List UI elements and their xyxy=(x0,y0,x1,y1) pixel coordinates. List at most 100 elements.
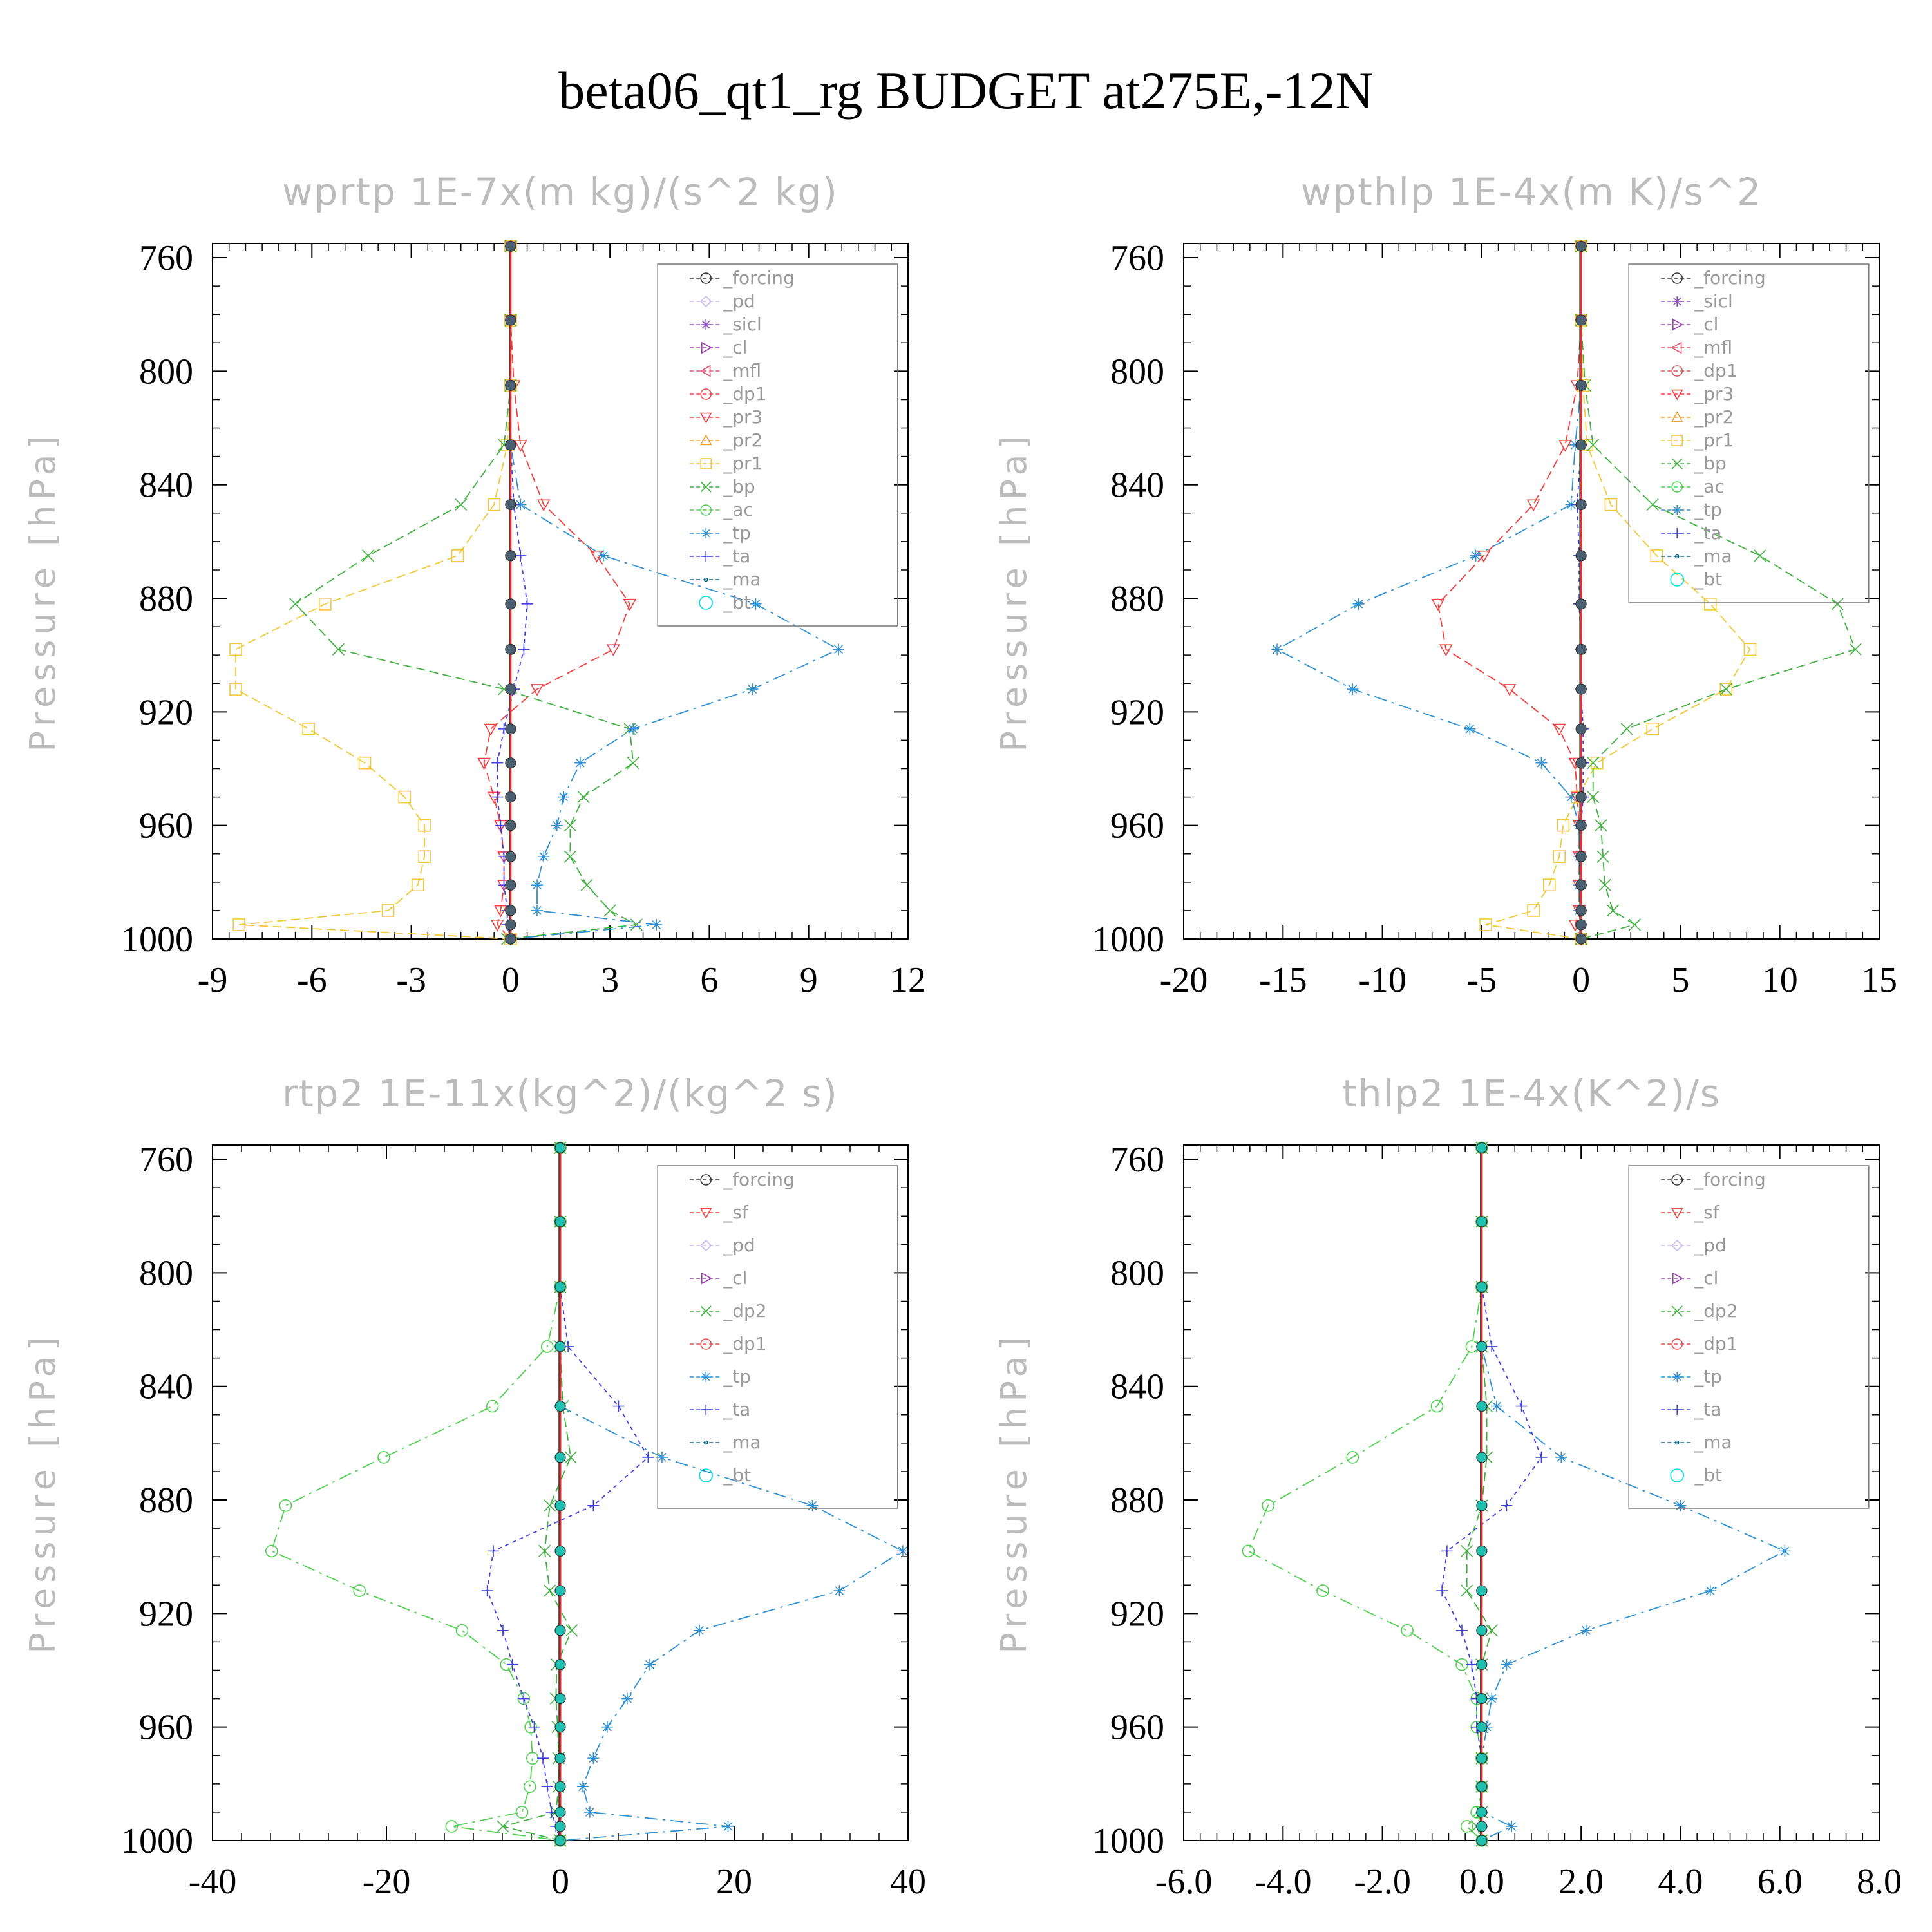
point_pr1 xyxy=(418,850,431,863)
legend-marker xyxy=(1672,528,1683,538)
x-tick-label: 9 xyxy=(800,960,818,1000)
series-line_dp2 xyxy=(1466,1148,1493,1841)
legend-label: _tp xyxy=(1694,499,1722,520)
point_dp1 xyxy=(455,1624,469,1637)
legend-label: _cl xyxy=(723,1267,747,1289)
legend-marker xyxy=(1672,318,1683,331)
zero-series-marker xyxy=(1476,1400,1488,1412)
legend-marker xyxy=(701,1405,712,1415)
point_bp xyxy=(577,791,590,804)
legend-marker xyxy=(703,1440,708,1445)
point_dp1 xyxy=(265,1544,278,1558)
legend-box xyxy=(1628,1165,1870,1509)
point_dp1 xyxy=(1316,1584,1329,1597)
zero-series-marker xyxy=(505,851,516,862)
point_tp xyxy=(531,904,543,916)
zero-series-marker xyxy=(505,498,516,511)
legend-label: _dp1 xyxy=(1694,360,1738,381)
series-line_dp1 xyxy=(1247,1148,1482,1841)
legend-marker xyxy=(699,1208,712,1219)
point_pr1 xyxy=(1542,878,1556,892)
point_pr3 xyxy=(490,919,504,932)
point_pr1 xyxy=(1557,819,1570,832)
y-tick-label: 800 xyxy=(1110,1253,1164,1293)
y-tick-label: 800 xyxy=(139,352,193,392)
point_tp xyxy=(1565,498,1577,511)
legend-marker xyxy=(1671,411,1683,422)
point_bp xyxy=(1849,643,1862,656)
y-axis-label: Pressure [hPa] xyxy=(23,1332,63,1653)
y-tick-label: 840 xyxy=(1110,1367,1164,1407)
y-tick-label: 960 xyxy=(1110,1708,1164,1748)
panels: wprtp 1E-7x(m kg)/(s^2 kg) Pressure [hPa]… xyxy=(23,170,1902,1902)
legend-label: _bt xyxy=(723,1464,751,1486)
legend-label: _sicl xyxy=(1694,290,1733,312)
legend-label: _pd xyxy=(723,290,755,312)
zero-series-marker xyxy=(554,1400,566,1412)
point_bp xyxy=(1628,918,1642,931)
point_pr3 xyxy=(536,499,551,512)
legend-marker xyxy=(1671,1305,1683,1317)
zero-series-marker xyxy=(554,1281,566,1293)
x-tick-label: -20 xyxy=(1160,960,1208,1000)
zero-series-marker xyxy=(505,550,516,562)
point_bp xyxy=(455,498,468,511)
legend-label: _pr1 xyxy=(723,453,762,474)
point_tp xyxy=(1464,723,1476,735)
x-tick-label: 10 xyxy=(1762,960,1798,1000)
series-line_pr1 xyxy=(235,246,511,940)
point_pr1 xyxy=(418,819,431,832)
legend-label: _pr3 xyxy=(723,406,762,428)
point_dp2 xyxy=(497,1820,509,1833)
point_tp xyxy=(551,819,563,831)
series-line_ta xyxy=(1441,1148,1542,1841)
point_tp xyxy=(1674,1499,1687,1511)
point_dp2 xyxy=(544,1584,556,1597)
point_tp xyxy=(538,851,550,863)
point_bp xyxy=(1587,439,1600,451)
zero-series-marker xyxy=(1575,379,1587,392)
point_tp xyxy=(806,1499,819,1511)
point_dp1 xyxy=(515,1806,529,1819)
point_dp1 xyxy=(445,1820,459,1833)
point_dp2 xyxy=(1461,1584,1473,1597)
point_ta xyxy=(612,1400,625,1412)
panel-title: wpthlp 1E-4x(m K)/s^2 xyxy=(1301,170,1762,214)
point_bp xyxy=(603,904,616,917)
legend-marker xyxy=(700,1305,712,1317)
point_tp xyxy=(601,1721,613,1733)
x-tick-label: 5 xyxy=(1671,960,1689,1000)
x-tick-label: 0.0 xyxy=(1459,1862,1504,1902)
y-tick-label: 1000 xyxy=(1092,920,1164,960)
zero-series-marker xyxy=(1476,1806,1488,1818)
panel-1: wprtp 1E-7x(m kg)/(s^2 kg) Pressure [hPa]… xyxy=(23,170,926,1000)
y-tick-label: 880 xyxy=(139,579,193,619)
point_bp xyxy=(1606,904,1620,917)
point_tp xyxy=(1569,439,1581,451)
zero-series-marker xyxy=(1476,1452,1488,1463)
legend: _forcing _sf _pd _cl _dp2 _dp1 _tp _ta _ma _bt xyxy=(1628,1165,1870,1509)
legend-marker xyxy=(1672,505,1683,515)
y-axis-label: Pressure [hPa] xyxy=(23,430,63,752)
y-tick-label: 880 xyxy=(139,1481,193,1520)
point_dp2 xyxy=(564,1451,577,1464)
point_pr1 xyxy=(319,598,332,611)
zero-series-marker xyxy=(554,1216,566,1227)
point_pr3 xyxy=(477,757,491,770)
legend: _forcing _sf _pd _cl _dp2 _dp1 _tp _ta _ma _bt xyxy=(657,1165,898,1509)
zero-series-marker xyxy=(1476,1781,1488,1792)
legend-label: _forcing xyxy=(1694,267,1766,289)
point_pr3 xyxy=(1439,644,1453,657)
zero-series-marker xyxy=(554,1781,566,1792)
legend-label: _ta xyxy=(1694,522,1721,544)
zero-series-marker xyxy=(505,439,516,451)
point_ta xyxy=(518,1692,530,1705)
point_tp xyxy=(531,879,543,891)
legend-marker xyxy=(1671,389,1683,401)
zero-series-marker xyxy=(1575,879,1587,891)
point_pr3 xyxy=(623,598,637,611)
point_tp xyxy=(1491,1400,1502,1412)
zero-series-marker xyxy=(505,791,516,803)
y-tick-label: 840 xyxy=(1110,466,1164,506)
